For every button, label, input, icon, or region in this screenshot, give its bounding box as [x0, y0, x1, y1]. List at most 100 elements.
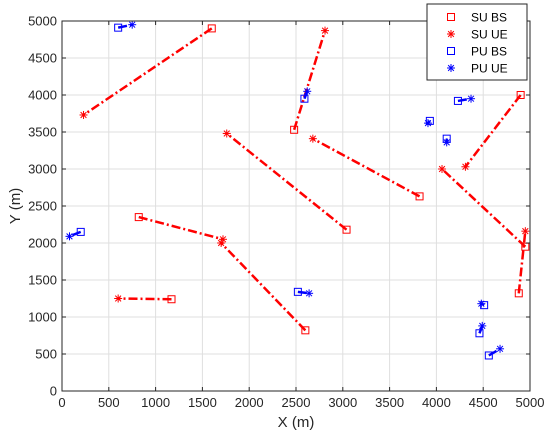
su-bs-point: [514, 289, 523, 298]
asterisk-stroke: [80, 111, 87, 119]
legend: SU BS SU UE PU BS PU UE: [426, 3, 528, 81]
su-bs-point: [342, 225, 351, 234]
pu-bs-point: [453, 96, 462, 105]
asterisk-stroke: [223, 130, 230, 137]
pu-ue-point: [128, 20, 137, 29]
y-axis-label: Y (m): [7, 188, 24, 224]
legend-entry-label: PU BS: [471, 45, 507, 59]
asterisk-stroke: [66, 233, 73, 240]
x-tick-label: 500: [98, 395, 120, 410]
asterisk-stroke: [309, 135, 317, 142]
y-tick-label: 500: [35, 347, 57, 362]
su-bs-point: [521, 242, 530, 251]
y-tick-label: 2000: [28, 236, 57, 251]
x-axis-label: X (m): [278, 414, 315, 431]
y-tick-label: 1000: [28, 310, 57, 325]
legend-square-marker: [447, 47, 455, 55]
pu-link-line: [488, 347, 501, 357]
su-link-line: [312, 137, 421, 198]
pu-ue-point: [477, 299, 486, 308]
asterisk-stroke: [305, 290, 313, 297]
su-link-line: [517, 231, 527, 294]
legend-square-marker: [447, 13, 455, 21]
y-tick-label: 3500: [28, 125, 57, 140]
x-tick-label: 1500: [188, 395, 217, 410]
su-bs-point: [415, 192, 424, 201]
su-link-lines: [82, 27, 527, 332]
asterisk-stroke: [478, 300, 485, 307]
asterisk-stroke: [467, 95, 475, 102]
y-tick-label: 4000: [28, 88, 57, 103]
pu-ue-point: [423, 119, 432, 128]
su-bs-point: [134, 213, 143, 222]
pu-link-line: [69, 230, 82, 238]
legend-entry-label: PU UE: [471, 62, 508, 76]
su-ue-point: [521, 227, 530, 236]
su-link-line: [464, 94, 522, 168]
su-link-line: [138, 215, 224, 241]
legend-box: [426, 3, 528, 81]
su-ue-point: [79, 110, 88, 119]
su-bs-point: [290, 125, 299, 134]
su-link-line: [220, 242, 307, 332]
asterisk-stroke: [303, 88, 311, 95]
su-ue-point: [222, 129, 231, 138]
pu-ue-point: [478, 321, 487, 330]
legend-entry-label: SU BS: [471, 11, 507, 25]
asterisk-stroke: [321, 27, 329, 34]
x-tick-label: 4500: [469, 395, 498, 410]
legend-asterisk-marker: [447, 30, 455, 38]
su-bs-point: [167, 295, 176, 304]
asterisk-stroke: [496, 345, 504, 353]
su-link-line: [441, 168, 527, 248]
x-tick-label: 2000: [235, 395, 264, 410]
pu-ue-point: [303, 87, 312, 96]
pu-link-line: [117, 23, 133, 29]
su-bs-point: [516, 91, 525, 99]
pu-bs-point: [300, 94, 309, 103]
axis-ticks: 0 500 1000 1500 2000 2500 3000 3500 4000 4500 5000…: [28, 14, 544, 411]
su-ue-point: [217, 239, 226, 247]
asterisk-stroke: [447, 30, 455, 38]
asterisk-stroke: [128, 21, 136, 28]
su-ue-point: [308, 134, 317, 143]
pu-bs-point: [114, 23, 123, 32]
legend-entry-label: SU UE: [471, 28, 508, 42]
pu-link-line: [297, 290, 310, 295]
su-ue-point: [114, 294, 123, 303]
pu-bs-point: [76, 227, 85, 236]
y-tick-label: 1500: [28, 273, 57, 288]
pu-ue-point: [467, 94, 476, 103]
y-tick-label: 0: [50, 384, 57, 399]
asterisk-stroke: [462, 163, 469, 171]
pu-ue-point: [305, 289, 314, 298]
asterisk-stroke: [443, 139, 450, 146]
asterisk-stroke: [447, 64, 455, 72]
x-tick-label: 1000: [141, 395, 170, 410]
pu-ue-point: [65, 232, 74, 241]
asterisk-stroke: [217, 239, 225, 247]
pu-ue-point: [442, 138, 451, 147]
pu-bs-point: [475, 329, 484, 338]
asterisk-stroke: [522, 227, 529, 235]
su-ue-point: [321, 26, 330, 35]
su-bs-point: [207, 24, 216, 33]
asterisk-stroke: [479, 322, 486, 330]
y-tick-label: 2500: [28, 199, 57, 214]
data-markers: [65, 20, 530, 360]
x-tick-label: 3500: [375, 395, 404, 410]
y-tick-label: 5000: [28, 14, 57, 29]
y-tick-label: 4500: [28, 51, 57, 66]
asterisk-stroke: [114, 295, 122, 302]
su-link-line: [82, 27, 213, 117]
asterisk-stroke: [438, 165, 446, 173]
su-link-line: [118, 297, 172, 301]
x-tick-label: 5000: [516, 395, 545, 410]
x-tick-label: 0: [58, 395, 65, 410]
su-ue-point: [461, 162, 470, 171]
pu-ue-point: [496, 344, 505, 353]
x-tick-label: 4000: [422, 395, 451, 410]
x-tick-label: 2500: [282, 395, 311, 410]
y-tick-label: 3000: [28, 162, 57, 177]
